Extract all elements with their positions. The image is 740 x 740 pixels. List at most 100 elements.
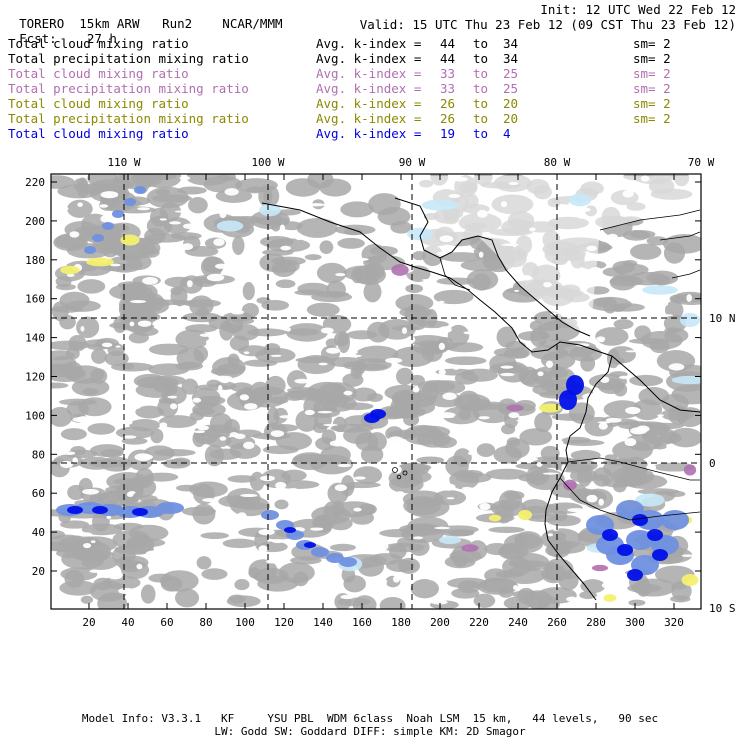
clear-gap (395, 491, 405, 497)
cloud-gray (133, 326, 159, 337)
cloud-gray (273, 407, 288, 424)
x-tick-label: 240 (508, 616, 528, 629)
cloud-gray (201, 568, 228, 580)
cloud-gray (329, 543, 357, 552)
model-physics: LW: Godd SW: Goddard DIFF: simple KM: 2D… (214, 725, 526, 738)
cloud-gray (136, 376, 179, 389)
clear-gap (537, 371, 544, 377)
cloud-gray (304, 254, 322, 261)
clear-gap (167, 395, 178, 399)
lon-label: 90 W (399, 156, 426, 169)
cloud-gray (388, 468, 423, 489)
cloud-gray (246, 186, 264, 194)
model-name: TORERO (19, 16, 65, 31)
cloud-gray (416, 430, 451, 448)
cloud-gray (256, 297, 271, 304)
cloud-gray (160, 570, 199, 592)
clear-gap (66, 273, 75, 277)
cloud-gray (270, 256, 306, 266)
cloud-gray (59, 520, 90, 529)
cloud-gray (97, 592, 128, 609)
cloud-gray (570, 449, 601, 461)
clear-gap (308, 203, 325, 207)
clear-gap (601, 581, 618, 589)
cloud-gray (360, 445, 384, 464)
cloud-gray (192, 503, 216, 525)
yellow-cloud (86, 257, 114, 267)
clear-gap (273, 459, 284, 464)
light-blue-cloud (259, 203, 281, 217)
cloud-gray (383, 405, 426, 419)
clear-gap (232, 287, 241, 293)
cloud-gray (71, 378, 110, 397)
cloud-gray (332, 416, 347, 433)
cloud-gray (353, 466, 383, 484)
clear-gap (290, 491, 298, 494)
clear-gap (214, 375, 232, 380)
cloud-gray (328, 516, 353, 531)
clear-gap (220, 379, 230, 384)
clear-gap (215, 263, 228, 269)
clear-gap (500, 372, 515, 377)
legend-field: Total precipitation mixing ratio (8, 111, 249, 126)
clear-gap (478, 251, 484, 258)
light-blue-cloud (421, 199, 459, 211)
cloud-gray (191, 387, 221, 409)
clear-gap (387, 436, 404, 444)
clear-gap (668, 363, 685, 371)
clear-gap (63, 451, 76, 455)
clear-gap (137, 207, 150, 211)
legend-smoothing: sm= 2 (633, 51, 671, 66)
deep-blue-band (304, 542, 316, 548)
cloud-gray (668, 427, 701, 448)
clear-gap (560, 422, 567, 425)
cloud-gray (290, 556, 322, 565)
cloud-gray (558, 570, 579, 591)
lat-label: 10 S (709, 602, 736, 615)
violet-cloud (563, 479, 577, 491)
plot-frame (50, 173, 702, 610)
cloud-gray (128, 524, 169, 542)
cloud-gray (613, 319, 634, 330)
violet-cloud (391, 264, 409, 276)
lat-label: 10 N (709, 312, 736, 325)
cloud-gray (157, 397, 179, 418)
clear-gap (202, 498, 218, 502)
deep-blue-band (67, 506, 83, 514)
legend-to-word: to (473, 81, 489, 96)
clear-gap (258, 545, 268, 553)
cloud-gray (51, 382, 69, 389)
clear-gap (240, 493, 258, 498)
clear-gap (168, 304, 179, 308)
cloud-gray (259, 235, 294, 248)
clear-gap (586, 494, 598, 503)
clear-gap (93, 478, 101, 486)
cloud-gray (410, 579, 439, 599)
run-label: Run2 (162, 16, 193, 31)
cloud-gray (319, 178, 352, 197)
clear-gap (412, 386, 420, 393)
legend-to: 25 (503, 81, 519, 96)
clear-gap (513, 584, 519, 591)
clear-gap (479, 503, 491, 511)
legend-smoothing: sm= 2 (633, 66, 671, 81)
deep-blue-complex (617, 544, 633, 556)
cloud-gray (232, 235, 245, 256)
legend-to: 4 (503, 126, 511, 141)
lon-label: 80 W (544, 156, 571, 169)
cloud-gray (297, 355, 336, 375)
cloud-gray (249, 471, 265, 491)
clear-gap (114, 419, 133, 426)
cloud-gray (343, 265, 380, 281)
cloud-gray (436, 277, 476, 285)
clear-gap (438, 342, 446, 351)
cloud-gray (449, 470, 479, 490)
cloud-gray (77, 279, 106, 294)
cloud-gray (263, 185, 280, 207)
clear-gap (279, 224, 286, 231)
cloud-gray (488, 526, 525, 533)
lat-label: 0 (709, 457, 716, 470)
clear-gap (599, 376, 610, 383)
clear-gap (265, 559, 282, 564)
clear-gap (598, 422, 608, 430)
